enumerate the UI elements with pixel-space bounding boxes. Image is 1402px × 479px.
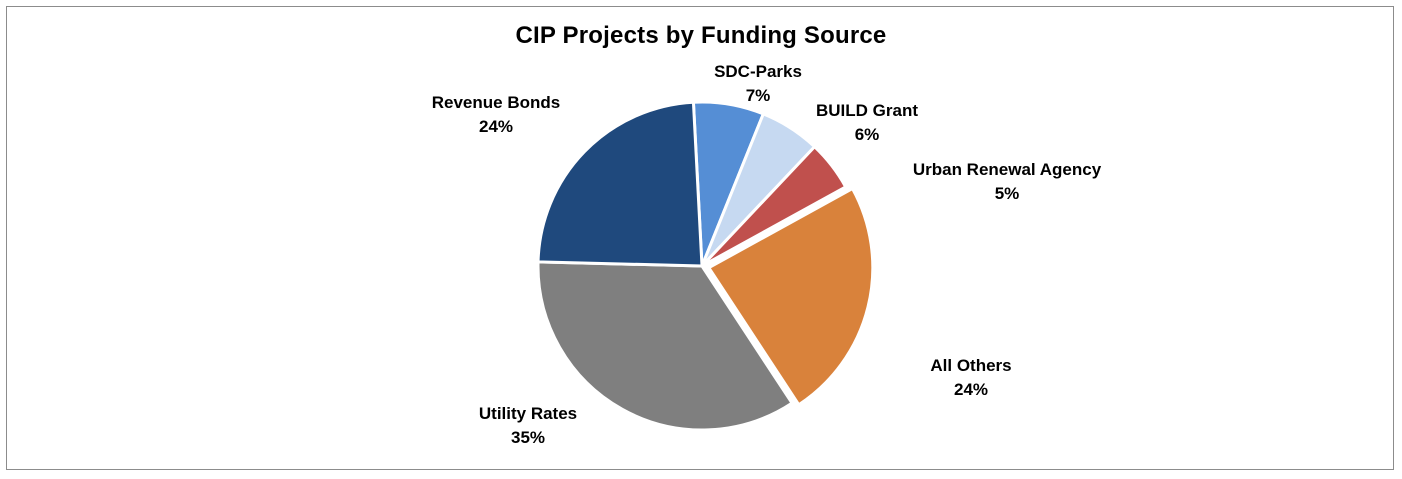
data-label-urban-renewal-agency-percent: 5% — [995, 184, 1020, 203]
data-label-sdc-parks-percent: 7% — [746, 86, 771, 105]
data-label-build-grant-percent: 6% — [855, 125, 880, 144]
pie-slice-urban-renewal-agency — [700, 145, 848, 268]
data-label-revenue-bonds-name: Revenue Bonds — [432, 93, 560, 112]
data-label-build-grant-name: BUILD Grant — [816, 101, 918, 120]
pie-slice-revenue-bonds — [536, 100, 704, 268]
data-label-all-others-percent: 24% — [954, 380, 988, 399]
data-label-revenue-bonds-percent: 24% — [479, 117, 513, 136]
pie-slice-all-others — [707, 187, 875, 407]
data-label-all-others-name: All Others — [930, 356, 1011, 375]
data-label-sdc-parks-name: SDC-Parks — [714, 62, 802, 81]
data-label-utility-rates-percent: 35% — [511, 428, 545, 447]
chart-title: CIP Projects by Funding Source — [515, 22, 887, 49]
data-label-utility-rates-name: Utility Rates — [479, 404, 577, 423]
pie-slice-utility-rates — [536, 260, 794, 432]
data-label-urban-renewal-agency-name: Urban Renewal Agency — [913, 160, 1102, 179]
